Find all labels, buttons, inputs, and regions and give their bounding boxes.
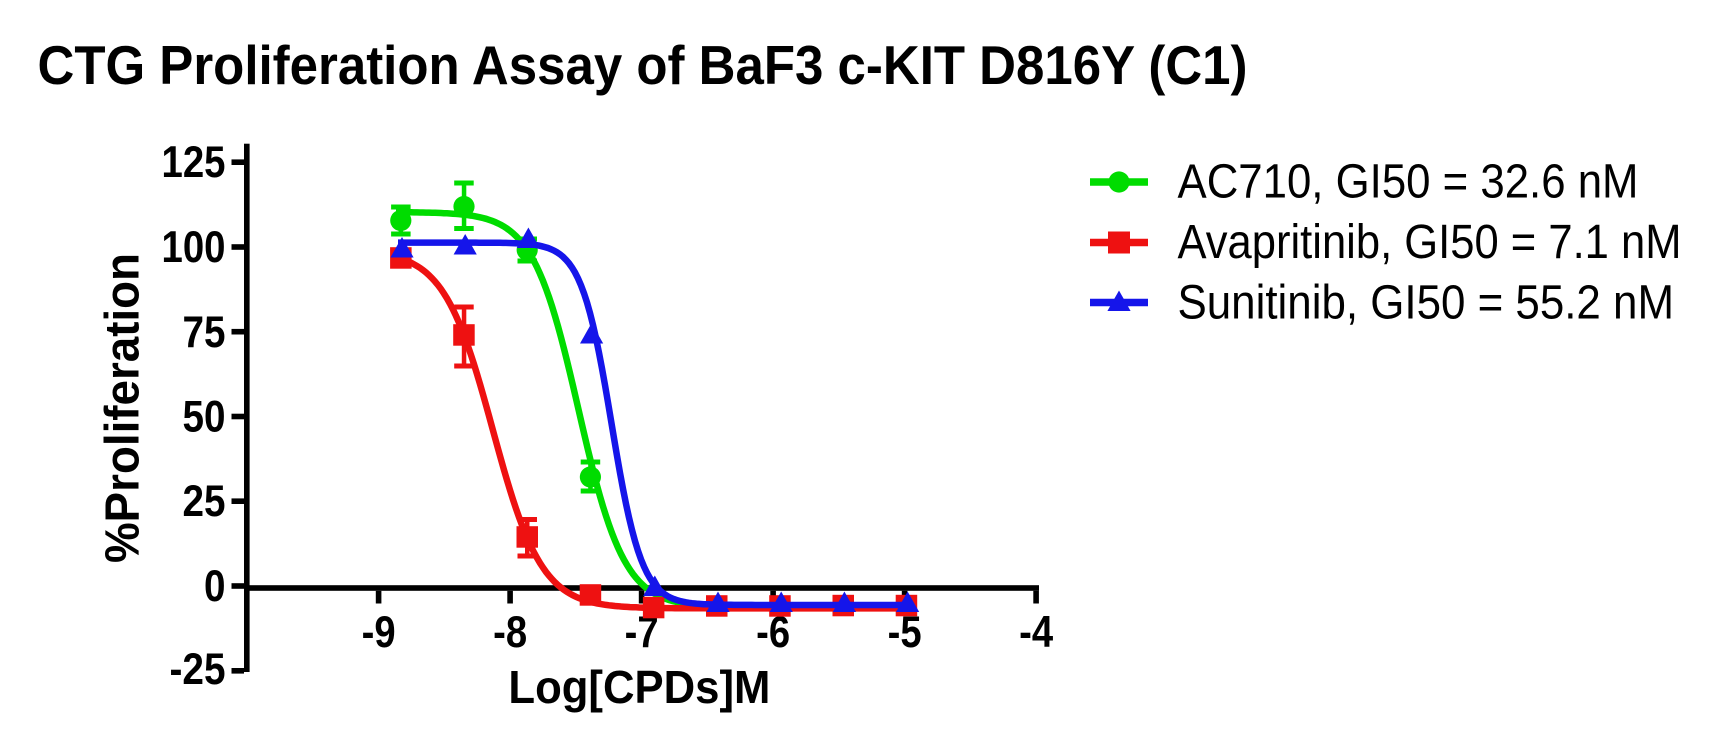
svg-text:Log[CPDs]M: Log[CPDs]M (508, 661, 770, 713)
svg-text:-25: -25 (170, 645, 226, 694)
svg-text:-9: -9 (362, 608, 396, 657)
svg-text:Avapritinib, GI50 = 7.1 nM: Avapritinib, GI50 = 7.1 nM (1178, 216, 1682, 269)
svg-text:0: 0 (204, 562, 226, 611)
svg-text:%Proliferation: %Proliferation (96, 253, 149, 563)
svg-text:25: 25 (183, 477, 226, 526)
svg-text:125: 125 (162, 138, 226, 187)
svg-text:Sunitinib, GI50 = 55.2 nM: Sunitinib, GI50 = 55.2 nM (1178, 277, 1675, 330)
svg-text:75: 75 (183, 308, 226, 357)
svg-text:-8: -8 (493, 608, 527, 657)
svg-text:50: 50 (183, 393, 226, 442)
svg-text:100: 100 (162, 223, 226, 272)
svg-text:-4: -4 (1019, 608, 1053, 657)
svg-text:AC710, GI50 = 32.6 nM: AC710, GI50 = 32.6 nM (1178, 156, 1639, 209)
svg-text:CTG Proliferation Assay of BaF: CTG Proliferation Assay of BaF3 c-KIT D8… (38, 34, 1248, 96)
